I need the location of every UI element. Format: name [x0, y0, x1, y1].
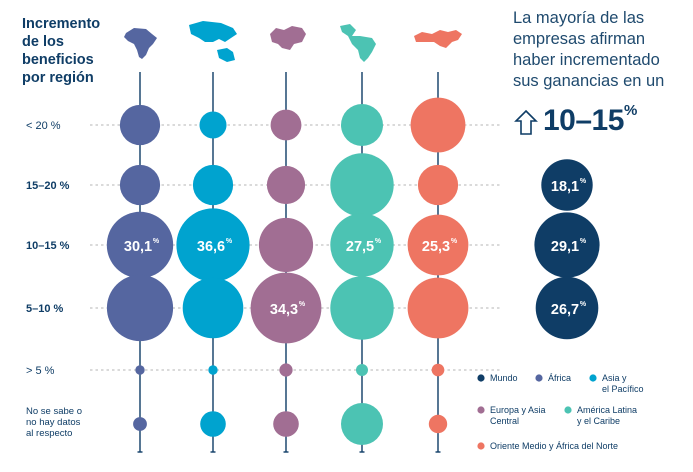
- data-label: 27,5: [346, 239, 374, 255]
- bubble-america: [341, 104, 383, 146]
- legend-label: Asia y el Pacífico: [602, 373, 644, 394]
- bubble-europa: [270, 109, 302, 141]
- bubble-asia: [182, 277, 244, 339]
- bubble-oriente: [428, 414, 448, 434]
- legend-label: Oriente Medio y África del Norte: [490, 441, 618, 451]
- bubble-mundo: [535, 276, 599, 340]
- bubble-europa: [258, 217, 314, 273]
- bubble-asia: [200, 411, 226, 437]
- row-label: 5–10 %: [26, 303, 64, 315]
- data-label: 36,6: [197, 239, 225, 255]
- row-label: 10–15 %: [26, 240, 70, 252]
- data-label-unit: %: [580, 178, 587, 185]
- data-label-unit: %: [580, 301, 587, 308]
- chart-title-line: de los: [22, 34, 64, 50]
- legend: Mundo África Asia y el Pacífico Europa y Asi…: [477, 373, 644, 451]
- bubble-mundo: [541, 159, 593, 211]
- bubble-oriente: [431, 363, 445, 377]
- bubble-america: [330, 153, 394, 217]
- row-label: 15–20 %: [26, 180, 70, 192]
- data-label: 34,3: [270, 302, 298, 318]
- data-label: 29,1: [551, 239, 579, 255]
- legend-swatch-america: [564, 406, 572, 414]
- bubble-europa: [279, 363, 293, 377]
- bubble-asia: [176, 208, 250, 282]
- latin-america-map-icon: [340, 24, 376, 62]
- legend-swatch-mundo: [477, 374, 485, 382]
- data-label-unit: %: [375, 238, 382, 245]
- bubble-africa: [135, 365, 145, 375]
- legend-label: América Latina y el Caribe: [577, 405, 637, 426]
- data-label: 26,7: [551, 302, 579, 318]
- middle-east-north-africa-map-icon: [414, 30, 462, 48]
- bubble-europa: [273, 411, 299, 437]
- legend-label: Europa y Asia Central: [490, 405, 546, 426]
- legend-swatch-africa: [535, 374, 543, 382]
- africa-map-icon: [124, 28, 157, 59]
- legend-swatch-europa: [477, 406, 485, 414]
- legend-swatch-asia: [589, 374, 597, 382]
- bubble-europa: [266, 165, 306, 205]
- bubble-america: [341, 403, 383, 445]
- bubble-america: [356, 364, 368, 376]
- highlight-value: 10–15: [543, 104, 624, 137]
- bubble-europa: [250, 272, 322, 344]
- chart-title-line: por región: [22, 70, 94, 86]
- highlight-unit: %: [623, 102, 637, 119]
- bubble-oriente: [407, 277, 469, 339]
- bubble-asia: [208, 365, 218, 375]
- legend-label: África: [548, 373, 571, 383]
- headline-text: La mayoría de las empresas afirman haber…: [513, 9, 665, 90]
- data-label: 25,3: [422, 239, 450, 255]
- data-label-unit: %: [299, 301, 306, 308]
- bubble-africa: [106, 274, 174, 342]
- bubble-africa: [119, 104, 161, 146]
- highlight-range: 10–15%: [543, 102, 637, 138]
- up-arrow-icon: [514, 109, 538, 135]
- bubble-oriente: [417, 164, 459, 206]
- row-label: < 20 %: [26, 120, 61, 132]
- chart-title-line: beneficios: [22, 52, 94, 68]
- bubble-oriente: [410, 97, 466, 153]
- data-label: 18,1: [551, 179, 579, 195]
- data-label-unit: %: [451, 238, 458, 245]
- bubble-america: [330, 213, 394, 277]
- row-label: No se sabe o no hay datos al respecto: [26, 406, 82, 439]
- asia-pacific-map-icon: [189, 21, 237, 62]
- bubble-asia: [192, 164, 234, 206]
- legend-swatch-oriente: [477, 442, 485, 450]
- bubble-africa: [106, 211, 174, 279]
- data-label-unit: %: [153, 238, 160, 245]
- europe-central-asia-map-icon: [270, 26, 306, 50]
- data-label-unit: %: [580, 238, 587, 245]
- bubble-africa: [133, 417, 147, 431]
- row-label: > 5 %: [26, 365, 55, 377]
- bubble-mundo: [534, 212, 600, 278]
- chart-title-line: Incremento: [22, 16, 100, 32]
- bubble-america: [330, 276, 394, 340]
- bubble-oriente: [407, 214, 469, 276]
- data-label: 30,1: [124, 239, 152, 255]
- data-label-unit: %: [226, 238, 233, 245]
- legend-label: Mundo: [490, 373, 518, 383]
- bubble-africa: [119, 164, 161, 206]
- bubble-asia: [199, 111, 227, 139]
